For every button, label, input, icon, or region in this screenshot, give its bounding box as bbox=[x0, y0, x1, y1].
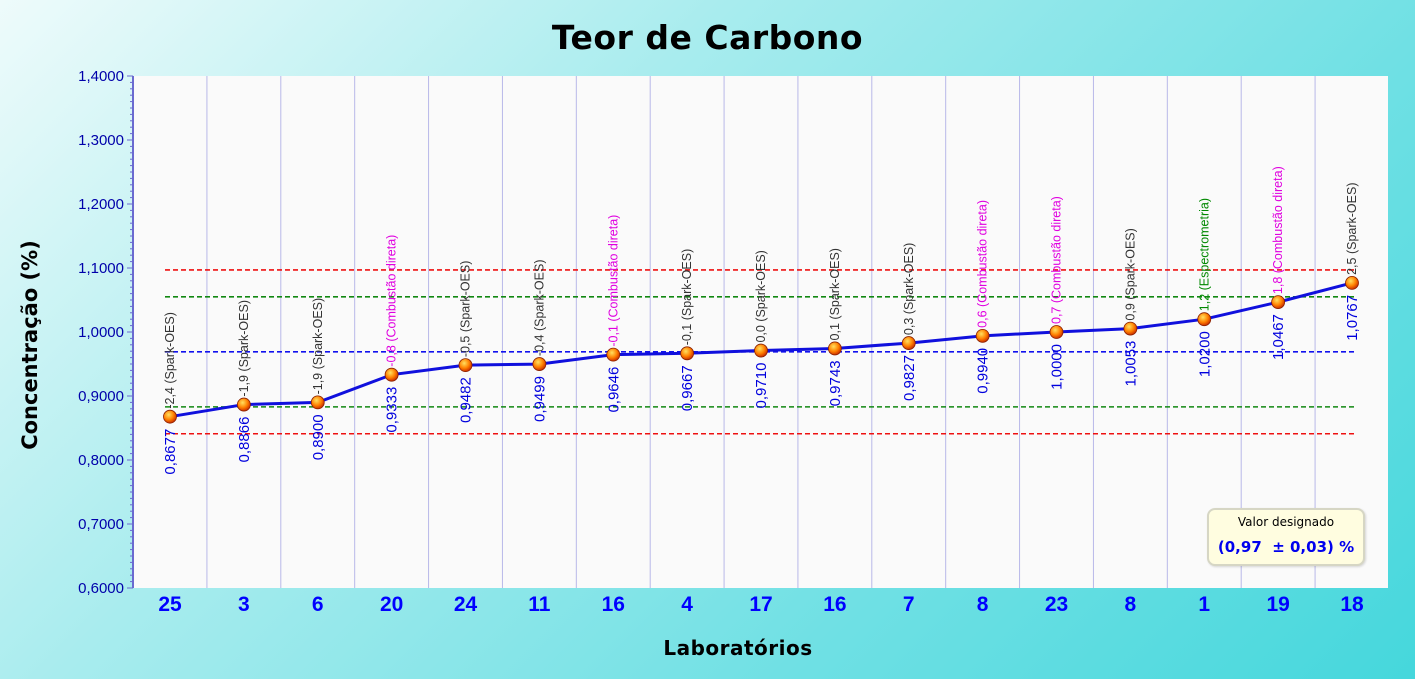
data-value-label: 0,9743 bbox=[827, 360, 844, 406]
data-point bbox=[1123, 321, 1138, 336]
data-value-label: 0,8866 bbox=[236, 417, 253, 463]
y-tick-label: 1,3000 bbox=[78, 132, 124, 149]
data-value-label: 0,9646 bbox=[605, 367, 622, 413]
score-method-label: 0,0 (Spark-OES) bbox=[754, 250, 768, 342]
score-method-label: 0,7 (Combustão direta) bbox=[1050, 196, 1064, 324]
y-tick-label: 0,9000 bbox=[78, 388, 124, 405]
data-point bbox=[310, 395, 325, 410]
data-value-label: 1,0053 bbox=[1122, 341, 1139, 387]
score-method-label: -1,9 (Spark-OES) bbox=[237, 300, 251, 397]
y-tick-label: 0,6000 bbox=[78, 580, 124, 597]
score-method-label: -2,4 (Spark-OES) bbox=[163, 312, 177, 409]
data-point bbox=[1049, 325, 1064, 339]
data-point bbox=[384, 367, 399, 382]
x-tick-label: 20 bbox=[380, 593, 403, 616]
y-tick-label: 1,0000 bbox=[78, 324, 124, 341]
data-value-label: 0,9482 bbox=[458, 377, 475, 423]
score-method-label: 0,6 (Combustão direta) bbox=[976, 200, 990, 328]
x-tick-label: 16 bbox=[602, 593, 625, 616]
x-tick-label: 11 bbox=[528, 593, 551, 616]
x-tick-label: 23 bbox=[1045, 593, 1068, 616]
y-tick-label: 1,1000 bbox=[78, 260, 124, 277]
data-value-label: 1,0200 bbox=[1196, 331, 1213, 377]
y-tick-label: 0,7000 bbox=[78, 516, 124, 533]
x-tick-label: 4 bbox=[681, 593, 693, 616]
data-point bbox=[606, 347, 621, 362]
score-method-label: 1,8 (Combustão direta) bbox=[1271, 166, 1285, 294]
data-value-label: 1,0767 bbox=[1344, 295, 1361, 341]
data-point bbox=[901, 336, 916, 350]
x-tick-label: 25 bbox=[158, 593, 182, 616]
score-method-label: -0,5 (Spark-OES) bbox=[459, 261, 473, 358]
data-point bbox=[236, 397, 251, 412]
x-tick-label: 19 bbox=[1266, 593, 1289, 616]
x-tick-label: 6 bbox=[312, 593, 324, 616]
score-method-label: 0,9 (Spark-OES) bbox=[1123, 228, 1137, 320]
x-tick-label: 7 bbox=[903, 593, 915, 616]
x-tick-label: 24 bbox=[454, 593, 478, 616]
score-method-label: -0,4 (Spark-OES) bbox=[532, 260, 546, 357]
y-tick-label: 0,8000 bbox=[78, 452, 124, 469]
x-tick-label: 3 bbox=[238, 593, 250, 616]
data-point bbox=[163, 409, 177, 424]
score-method-label: 0,3 (Spark-OES) bbox=[902, 243, 916, 335]
data-value-label: 0,8900 bbox=[310, 414, 327, 460]
x-tick-label: 18 bbox=[1340, 593, 1364, 616]
data-value-label: 1,0000 bbox=[1049, 344, 1066, 390]
score-method-label: -0,8 (Combustão direta) bbox=[385, 235, 399, 367]
score-method-label: -0,1 (Spark-OES) bbox=[680, 249, 694, 346]
data-point bbox=[1197, 312, 1212, 327]
data-value-label: 0,9940 bbox=[975, 348, 992, 394]
data-value-label: 0,8677 bbox=[162, 429, 179, 475]
score-method-label: -0,1 (Combustão direta) bbox=[606, 215, 620, 347]
y-tick-label: 1,4000 bbox=[78, 68, 124, 85]
data-point bbox=[680, 346, 695, 361]
plot-area bbox=[133, 76, 1388, 588]
data-point bbox=[458, 358, 473, 373]
data-point bbox=[1345, 276, 1359, 290]
data-value-label: 0,9710 bbox=[753, 363, 770, 409]
assigned-value-legend: Valor designado (0,97 ± 0,03) % bbox=[1207, 508, 1365, 566]
data-point bbox=[975, 328, 990, 343]
score-method-label: 1,2 (Espectrometria) bbox=[1197, 198, 1211, 311]
data-value-label: 0,9667 bbox=[679, 365, 696, 411]
x-tick-label: 17 bbox=[749, 593, 772, 616]
chart-title: Teor de Carbono bbox=[551, 18, 864, 57]
y-tick-label: 1,2000 bbox=[78, 196, 124, 213]
legend-title: Valor designado bbox=[1237, 515, 1335, 529]
legend-value: (0,97 ± 0,03) % bbox=[1217, 538, 1355, 556]
score-method-label: 2,5 (Spark-OES) bbox=[1345, 183, 1359, 275]
data-value-label: 0,9333 bbox=[384, 387, 401, 433]
data-value-label: 0,9827 bbox=[901, 355, 918, 401]
data-value-label: 1,0467 bbox=[1270, 314, 1287, 360]
x-axis-label: Laboratórios bbox=[663, 636, 813, 660]
x-tick-label: 1 bbox=[1198, 593, 1210, 616]
score-method-label: 0,1 (Spark-OES) bbox=[828, 248, 842, 340]
data-point bbox=[827, 341, 842, 356]
data-point bbox=[1271, 295, 1286, 310]
x-tick-label: 8 bbox=[977, 593, 989, 616]
data-point bbox=[754, 343, 768, 358]
x-tick-label: 8 bbox=[1125, 593, 1137, 616]
data-value-label: 0,9499 bbox=[531, 376, 548, 422]
data-point bbox=[532, 357, 547, 371]
score-method-label: -1,9 (Spark-OES) bbox=[311, 298, 325, 395]
x-tick-label: 16 bbox=[823, 593, 846, 616]
